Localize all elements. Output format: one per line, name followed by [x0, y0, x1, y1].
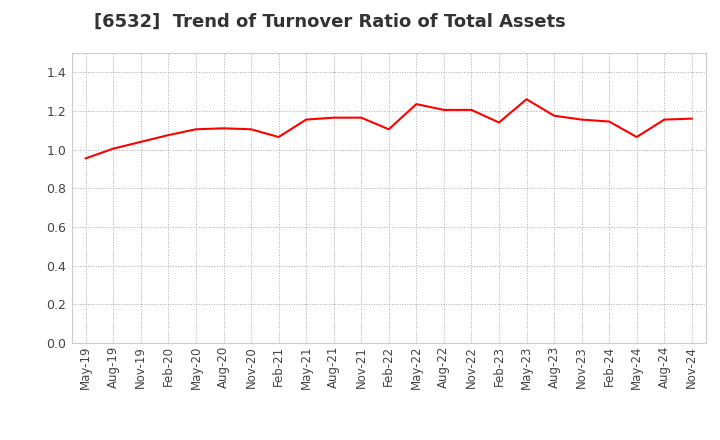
Text: [6532]  Trend of Turnover Ratio of Total Assets: [6532] Trend of Turnover Ratio of Total …	[94, 13, 565, 31]
